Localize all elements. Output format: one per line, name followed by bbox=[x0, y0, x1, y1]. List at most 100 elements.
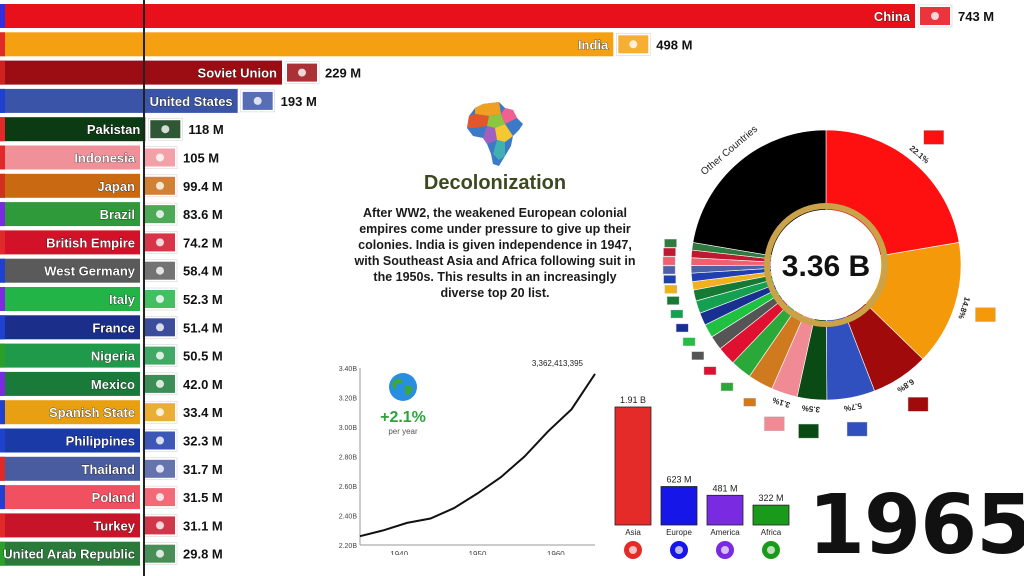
bar-stripe bbox=[0, 4, 5, 28]
continent-value-label: 481 M bbox=[712, 483, 737, 493]
bar-pakistan: Pakistan 118 M bbox=[0, 117, 224, 142]
bar-stripe bbox=[0, 513, 5, 538]
bar-value-label: 31.1 M bbox=[183, 518, 223, 533]
flag-icon bbox=[670, 309, 684, 319]
continent-bar-africa: 322 M Africa bbox=[752, 493, 790, 559]
bar-thailand: Thailand 31.7 M bbox=[0, 456, 223, 481]
bar-turkey: Turkey 31.1 M bbox=[0, 513, 223, 538]
africa-map-icon bbox=[465, 100, 525, 170]
flag-icon bbox=[663, 247, 676, 257]
continent-value-label: 1.91 B bbox=[620, 395, 646, 405]
growth-rate: +2.1% bbox=[380, 409, 426, 426]
bar-italy: Italy 52.3 M bbox=[0, 287, 223, 311]
bar-value-label: 83.6 M bbox=[183, 207, 223, 222]
bar-name-label: Brazil bbox=[100, 207, 135, 222]
flag-icon bbox=[703, 366, 717, 375]
continent-name-label: America bbox=[710, 528, 740, 537]
population-share-donut: 22.1% 14.8% 6.8% 5.7% 3.5% 3.1% Other Countrie… bbox=[640, 110, 1024, 455]
bar-value-label: 31.5 M bbox=[183, 490, 223, 505]
bar-name-label: Mexico bbox=[91, 377, 135, 392]
y-tick-label: 2.20B bbox=[339, 543, 358, 550]
continent-bars-svg: 1.91 B Asia 623 M Europe 481 M America 322 M Af… bbox=[614, 395, 790, 559]
flag-icon bbox=[764, 416, 785, 432]
bar-name-label: Japan bbox=[97, 179, 135, 194]
flag-icon bbox=[142, 372, 178, 396]
x-tick-label: 1950 bbox=[469, 550, 487, 555]
bar-rect bbox=[0, 371, 140, 396]
flag-icon bbox=[142, 400, 178, 424]
bar-rect bbox=[0, 513, 140, 538]
bar-rect bbox=[0, 117, 146, 142]
bar-rect bbox=[0, 32, 614, 57]
bar-name-label: United Arab Republic bbox=[3, 547, 135, 562]
flag-icon bbox=[664, 285, 678, 294]
bar-value-label: 52.3 M bbox=[183, 292, 223, 307]
bar-west-germany: West Germany 58.4 M bbox=[0, 258, 223, 283]
axis-line bbox=[143, 0, 145, 576]
continent-globe-icon bbox=[670, 541, 688, 559]
flag-icon bbox=[662, 256, 676, 266]
bar-rect bbox=[0, 60, 283, 85]
continent-globe-icon bbox=[624, 541, 642, 559]
flag-icon bbox=[142, 146, 178, 169]
flag-icon bbox=[142, 485, 178, 509]
globe-icon bbox=[368, 372, 438, 407]
bar-name-label: Nigeria bbox=[91, 349, 136, 364]
continent-globe-icon bbox=[716, 541, 734, 559]
bar-value-label: 31.7 M bbox=[183, 462, 223, 477]
flag-icon bbox=[720, 382, 734, 392]
bar-name-label: Pakistan bbox=[87, 122, 141, 137]
bar-rect bbox=[0, 230, 140, 255]
flag-icon bbox=[142, 259, 178, 282]
y-tick-label: 3.00B bbox=[339, 425, 358, 432]
info-text: After WW2, the weakened European colonia… bbox=[354, 206, 636, 300]
bar-name-label: United States bbox=[150, 94, 233, 109]
line-chart-svg: 2.20B 2.40B 2.60B 2.80B 3.00B 3.20B 3.40B 1940 1… bbox=[339, 359, 596, 559]
bar-british-empire: British Empire 74.2 M bbox=[0, 230, 223, 255]
continent-name-label: Europe bbox=[666, 528, 692, 537]
bar-rect bbox=[0, 173, 140, 198]
flag-icon bbox=[240, 89, 275, 113]
bar-value-label: 33.4 M bbox=[183, 405, 223, 420]
flag-icon bbox=[284, 61, 320, 84]
bar-name-label: West Germany bbox=[44, 264, 136, 279]
continent-name-label: Asia bbox=[625, 528, 641, 537]
donut-center-label: 3.36 B bbox=[782, 250, 870, 283]
x-tick-label: 1960 bbox=[547, 550, 565, 555]
bar-nigeria: Nigeria 50.5 M bbox=[0, 343, 223, 368]
y-tick-label: 2.60B bbox=[339, 484, 358, 491]
bar-rect bbox=[0, 428, 140, 453]
flag-icon bbox=[691, 351, 705, 360]
bar-stripe bbox=[0, 400, 5, 425]
bar-stripe bbox=[0, 428, 5, 453]
flag-icon bbox=[142, 429, 178, 452]
flag-icon bbox=[662, 265, 676, 275]
bar-stripe bbox=[0, 202, 5, 227]
flag-icon bbox=[798, 423, 819, 439]
line-end-label: 3,362,413,395 bbox=[532, 360, 584, 368]
bar-stripe bbox=[0, 287, 5, 311]
bar-rect bbox=[0, 456, 140, 481]
continent-value-label: 322 M bbox=[758, 493, 783, 503]
bar-stripe bbox=[0, 485, 5, 510]
flag-icon bbox=[682, 337, 696, 346]
slice-percent-label: 14.8% bbox=[956, 296, 971, 320]
flag-icon bbox=[142, 344, 178, 367]
bar-value-label: 74.2 M bbox=[183, 235, 223, 250]
bar-rect bbox=[0, 145, 140, 170]
donut-svg: 22.1%14.8%6.8%5.7%3.5%3.1%Other Countrie… bbox=[662, 124, 996, 439]
bar-stripe bbox=[0, 117, 5, 142]
flag-icon bbox=[142, 231, 178, 254]
bar-value-label: 51.4 M bbox=[183, 320, 223, 335]
bar-value-label: 29.8 M bbox=[183, 547, 223, 562]
bar-soviet-union: Soviet Union 229 M bbox=[0, 60, 361, 85]
bar-value-label: 42.0 M bbox=[183, 377, 223, 392]
donut-center bbox=[771, 210, 881, 320]
bar-name-label: Indonesia bbox=[74, 151, 135, 166]
bar-stripe bbox=[0, 60, 5, 85]
bar-stripe bbox=[0, 230, 5, 255]
flag-icon bbox=[142, 542, 178, 565]
bar-stripe bbox=[0, 541, 5, 566]
